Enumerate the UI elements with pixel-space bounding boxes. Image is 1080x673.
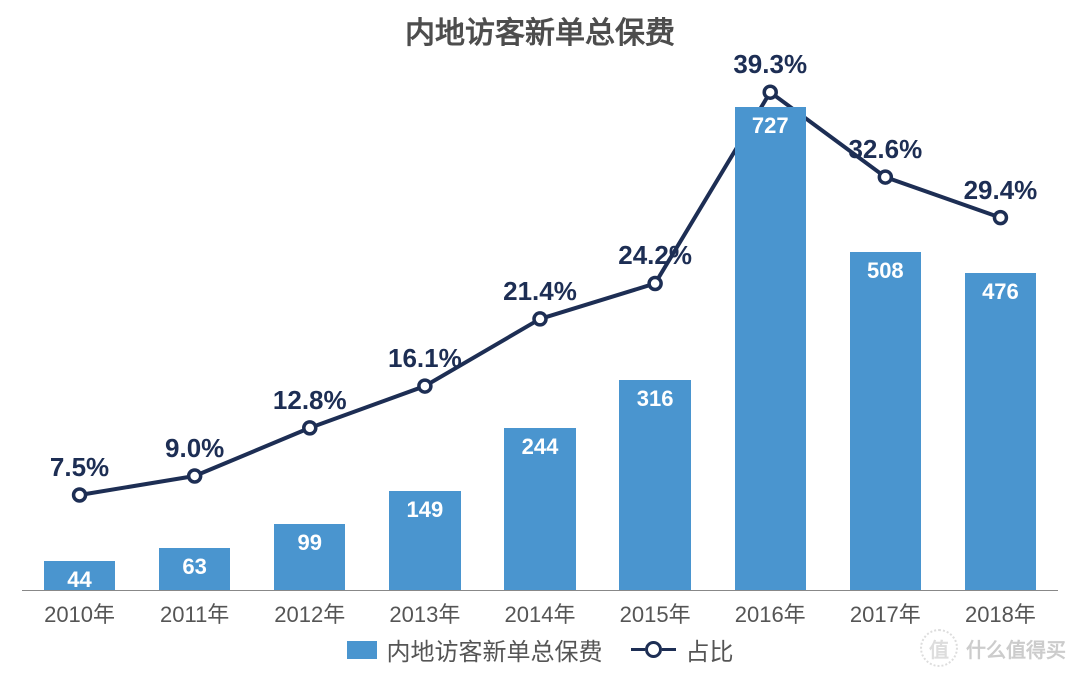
bar-value-label: 99 — [274, 530, 345, 556]
line-value-label: 21.4% — [503, 276, 577, 307]
line-value-label: 29.4% — [964, 175, 1038, 206]
x-tick-label: 2015年 — [598, 590, 713, 629]
bar-value-label: 316 — [619, 386, 690, 412]
bar-value-label: 727 — [735, 113, 806, 139]
legend-label-line: 占比 — [686, 632, 734, 667]
line-marker — [74, 489, 86, 501]
x-tick-label: 2011年 — [137, 590, 252, 629]
x-tick-label: 2013年 — [367, 590, 482, 629]
line-value-label: 24.2% — [618, 240, 692, 271]
bar: 44 — [44, 561, 115, 590]
bar: 727 — [735, 107, 806, 590]
chart-title: 内地访客新单总保费 — [0, 8, 1080, 52]
legend: 内地访客新单总保费 占比 — [0, 632, 1080, 667]
line-marker — [879, 171, 891, 183]
line-value-label: 9.0% — [165, 433, 224, 464]
legend-item-line: 占比 — [631, 632, 734, 667]
bar: 476 — [965, 273, 1036, 590]
watermark-text: 什么值得买 — [966, 634, 1066, 663]
bar-value-label: 44 — [44, 567, 115, 593]
x-tick-label: 2010年 — [22, 590, 137, 629]
legend-swatch-bar — [347, 641, 377, 659]
line-marker — [189, 470, 201, 482]
x-tick-label: 2016年 — [713, 590, 828, 629]
bar-value-label: 149 — [389, 497, 460, 523]
line-marker — [649, 277, 661, 289]
line-value-label: 16.1% — [388, 343, 462, 374]
plot-area: 44 63 99 149 244 316 727 508 476 7.5% 9.0% 12.8% 16.… — [22, 58, 1058, 590]
line-marker — [304, 422, 316, 434]
bar: 149 — [389, 491, 460, 590]
line-value-label: 7.5% — [50, 452, 109, 483]
line-marker — [534, 313, 546, 325]
line-marker — [764, 86, 776, 98]
bar: 99 — [274, 524, 345, 590]
bar-value-label: 508 — [850, 258, 921, 284]
bar-value-label: 244 — [504, 434, 575, 460]
bar-value-label: 63 — [159, 554, 230, 580]
bar: 63 — [159, 548, 230, 590]
line-marker — [994, 212, 1006, 224]
line-value-label: 39.3% — [733, 49, 807, 80]
bar: 244 — [504, 428, 575, 590]
watermark: 值 什么值得买 — [920, 629, 1066, 667]
bar-value-label: 476 — [965, 279, 1036, 305]
line-marker — [419, 380, 431, 392]
bar: 316 — [619, 380, 690, 590]
x-tick-label: 2014年 — [482, 590, 597, 629]
legend-marker-line — [631, 641, 676, 658]
x-tick-label: 2012年 — [252, 590, 367, 629]
watermark-badge-icon: 值 — [920, 629, 958, 667]
x-tick-label: 2018年 — [943, 590, 1058, 629]
line-value-label: 32.6% — [848, 134, 922, 165]
legend-label-bar: 内地访客新单总保费 — [387, 632, 603, 667]
legend-item-bars: 内地访客新单总保费 — [347, 632, 603, 667]
bar: 508 — [850, 252, 921, 590]
line-value-label: 12.8% — [273, 385, 347, 416]
x-tick-label: 2017年 — [828, 590, 943, 629]
